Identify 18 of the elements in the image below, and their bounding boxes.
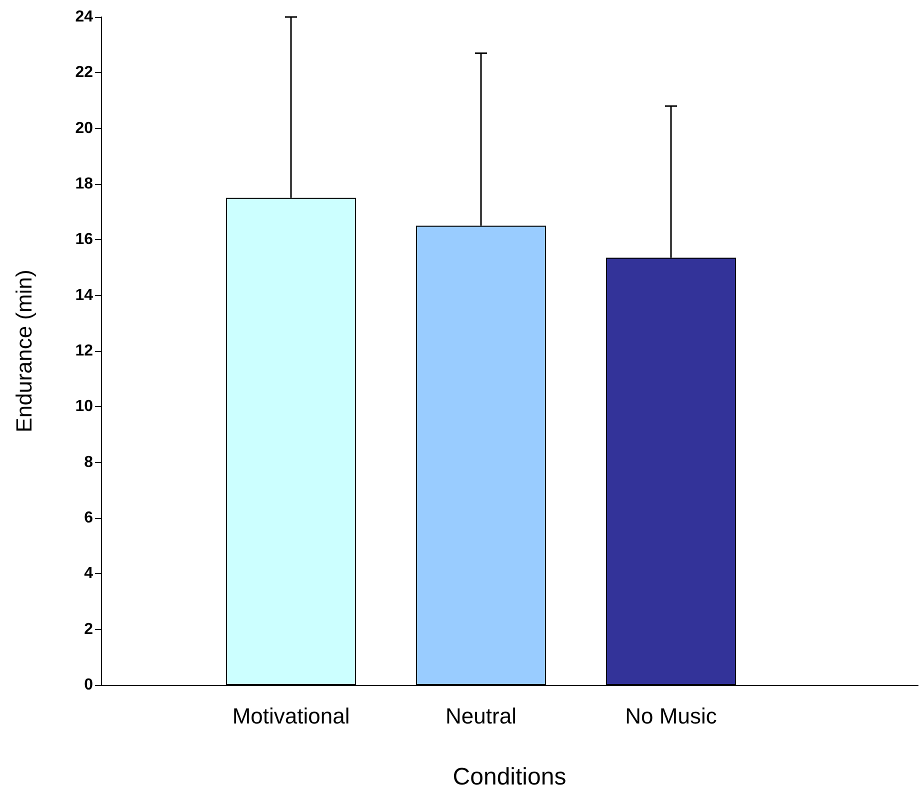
x-axis-title: Conditions <box>452 764 566 789</box>
y-tick-label: 12 <box>75 342 94 360</box>
x-tick-label: No Music <box>625 704 717 728</box>
x-tick-label: Neutral <box>446 704 516 728</box>
y-tick-label: 8 <box>84 454 94 471</box>
y-tick-label: 18 <box>75 176 94 192</box>
y-tick-label: 2 <box>84 620 94 638</box>
y-tick-label: 4 <box>84 565 94 582</box>
y-tick-label: 6 <box>84 510 94 526</box>
y-tick-label: 16 <box>75 231 94 248</box>
y-tick-label: 20 <box>75 120 94 137</box>
y-tick-label: 14 <box>75 286 94 304</box>
y-tick-label: 22 <box>75 64 94 82</box>
y-axis-title: Endurance (min) <box>12 270 36 432</box>
y-tick-label: 10 <box>75 398 94 416</box>
y-tick-label: 24 <box>75 8 94 26</box>
x-tick-label: Motivational <box>232 704 350 728</box>
y-tick-label: 0 <box>84 676 94 694</box>
